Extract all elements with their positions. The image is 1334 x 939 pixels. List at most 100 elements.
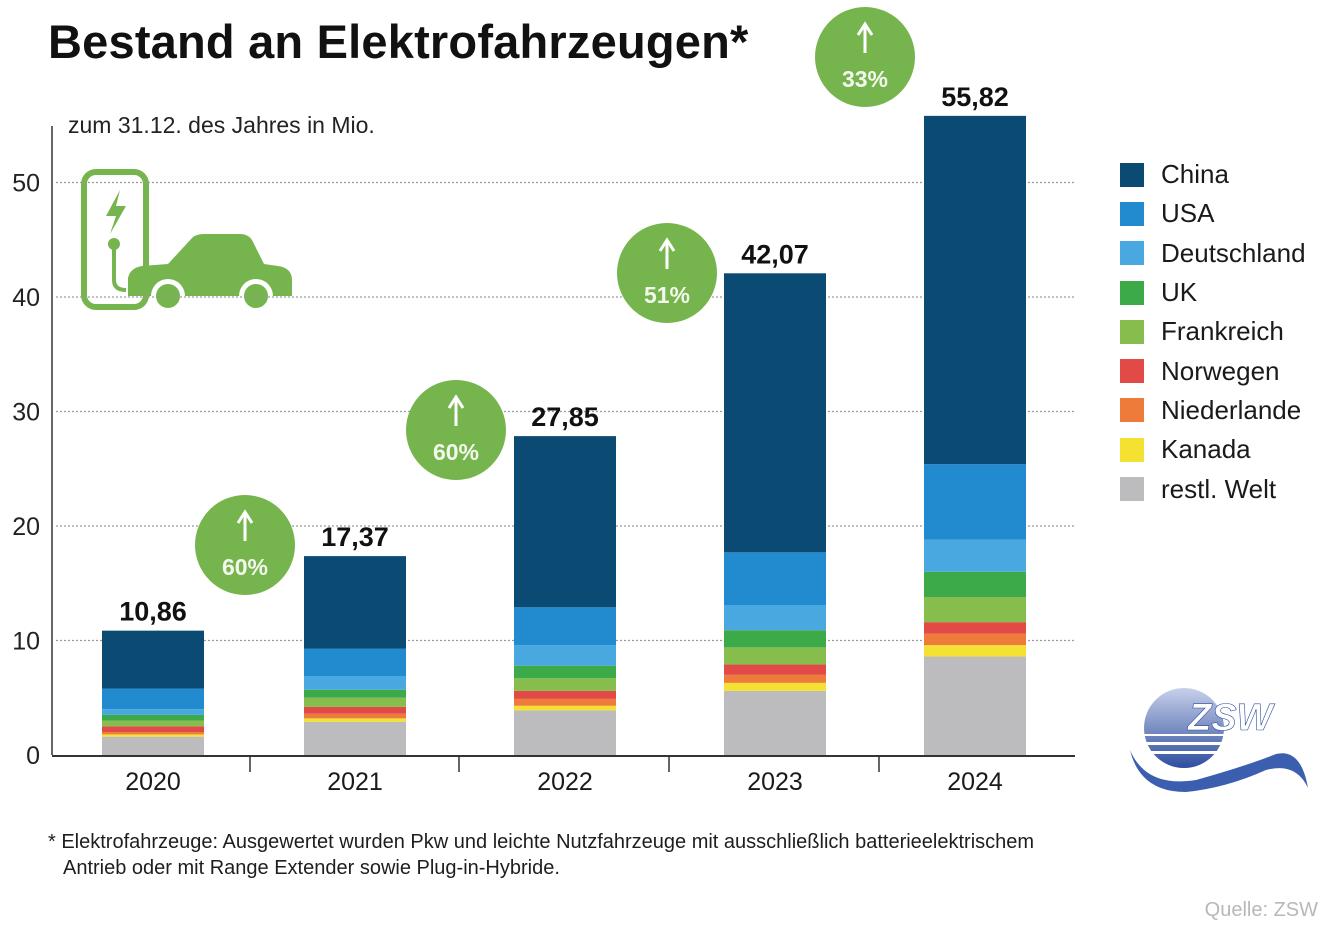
legend-swatch <box>1120 437 1144 462</box>
bar-segment-uk-2021 <box>304 689 406 698</box>
legend-swatch <box>1120 319 1144 344</box>
y-tick-label: 10 <box>12 628 40 656</box>
legend-label: Norwegen <box>1161 355 1280 386</box>
arrow-head <box>658 237 676 252</box>
x-axis: 2020 2021 2022 2023 2024 <box>52 755 1075 796</box>
bar-segment-uk-2023 <box>724 630 826 648</box>
footnote-line-1: * Elektrofahrzeuge: Ausgewertet wurden P… <box>48 831 1035 853</box>
bar-segment-deutschland-2023 <box>724 605 826 631</box>
bar-segment-norwegen-2022 <box>514 690 616 699</box>
legend-swatch <box>1120 477 1144 502</box>
bar-segment-restl-welt-2022 <box>514 710 616 755</box>
y-tick-label: 50 <box>12 170 40 198</box>
arrow-up-icon <box>447 394 465 426</box>
arrow-up-icon <box>236 509 254 541</box>
legend-item-frankreich: Frankreich <box>1120 312 1306 351</box>
bar-segment-norwegen-2023 <box>724 664 826 675</box>
bar-segment-usa-2022 <box>514 607 616 646</box>
legend-label: restl. Welt <box>1161 473 1277 504</box>
legend-label: USA <box>1161 198 1215 229</box>
legend-swatch <box>1120 280 1144 305</box>
legend-swatch <box>1120 398 1144 423</box>
bar-segment-china-2020 <box>102 630 204 689</box>
legend-swatch <box>1120 241 1144 266</box>
y-tick-label: 20 <box>12 513 40 541</box>
bar-segment-usa-2021 <box>304 648 406 676</box>
bar-segment-frankreich-2020 <box>102 720 204 727</box>
bar-segment-restl-welt-2024 <box>924 656 1026 755</box>
bar-segment-usa-2023 <box>724 552 826 606</box>
arrow-head <box>236 509 254 524</box>
y-tick-label: 40 <box>12 284 40 312</box>
growth-badge-2023: 51% <box>617 223 717 323</box>
bar-segment-deutschland-2020 <box>102 709 204 715</box>
ev-charging-car-icon <box>81 169 292 313</box>
arrow-head <box>856 21 874 36</box>
total-label: 27,85 <box>531 402 599 432</box>
bar-segment-kanada-2023 <box>724 682 826 691</box>
x-tick-label: 2024 <box>947 768 1003 796</box>
bar-segment-restl-welt-2020 <box>102 736 204 755</box>
y-tick-label: 0 <box>26 742 40 770</box>
legend-label: Deutschland <box>1161 237 1306 268</box>
bar-segment-norwegen-2024 <box>924 622 1026 634</box>
bar-segment-norwegen-2021 <box>304 706 406 714</box>
growth-badges: 60% 60% 51% 33% <box>195 7 915 595</box>
legend-item-kanada: Kanada <box>1120 430 1306 469</box>
bar-segment-frankreich-2022 <box>514 678 616 691</box>
total-label: 10,86 <box>119 597 187 627</box>
legend-item-norwegen: Norwegen <box>1120 351 1306 390</box>
legend-swatch <box>1120 162 1144 187</box>
chart-title: Bestand an Elektrofahrzeugen* <box>48 15 749 68</box>
badge-label: 51% <box>644 282 690 308</box>
bar-segment-restl-welt-2023 <box>724 690 826 755</box>
legend-item-usa: USA <box>1120 194 1306 233</box>
bar-segment-china-2024 <box>924 115 1026 465</box>
legend-label: Kanada <box>1161 434 1251 465</box>
bar-segment-kanada-2020 <box>102 734 204 737</box>
x-tick-label: 2022 <box>537 768 593 796</box>
bar-segment-china-2022 <box>514 436 616 608</box>
footnote: * Elektrofahrzeuge: Ausgewertet wurden P… <box>48 829 1034 881</box>
bar-segment-niederlande-2023 <box>724 674 826 683</box>
bar-segment-usa-2024 <box>924 464 1026 540</box>
legend-swatch <box>1120 201 1144 226</box>
y-axis: 0 10 20 30 40 50 <box>12 126 53 770</box>
total-label: 42,07 <box>741 239 809 269</box>
bar-segment-frankreich-2023 <box>724 647 826 665</box>
bar-segment-deutschland-2024 <box>924 539 1026 572</box>
total-label: 55,82 <box>941 82 1009 112</box>
legend-item-restl-welt: restl. Welt <box>1120 469 1306 508</box>
bar-segment-kanada-2024 <box>924 645 1026 657</box>
bar-segment-niederlande-2024 <box>924 633 1026 646</box>
legend-item-niederlande: Niederlande <box>1120 391 1306 430</box>
bar-segment-norwegen-2020 <box>102 726 204 733</box>
source-label: Quelle: ZSW <box>1204 899 1318 921</box>
bar-segment-restl-welt-2021 <box>304 721 406 755</box>
x-tick-label: 2021 <box>327 768 383 796</box>
bar-segment-kanada-2022 <box>514 705 616 711</box>
zsw-logo-icon: ZSW <box>1130 688 1308 792</box>
bar-segment-deutschland-2021 <box>304 675 406 690</box>
legend-label: UK <box>1161 277 1198 308</box>
legend-swatch <box>1120 359 1144 384</box>
bar-segment-niederlande-2021 <box>304 713 406 719</box>
logo-text: ZSW <box>1187 697 1276 739</box>
bar-segment-uk-2024 <box>924 571 1026 597</box>
badge-circle <box>406 380 506 480</box>
chart-subtitle: zum 31.12. des Jahres in Mio. <box>68 112 375 138</box>
bar-segment-china-2023 <box>724 273 826 553</box>
badge-label: 60% <box>222 554 268 580</box>
bar-segment-usa-2020 <box>102 688 204 710</box>
bar-segment-uk-2022 <box>514 665 616 679</box>
legend: China USA Deutschland UK Frankreich Norwegen N… <box>1120 155 1306 509</box>
arrow-up-icon <box>856 21 874 53</box>
badge-circle <box>195 495 295 595</box>
bar-segment-niederlande-2022 <box>514 698 616 706</box>
badge-circle <box>617 223 717 323</box>
bar-segment-niederlande-2020 <box>102 732 204 735</box>
total-labels: 10,86 17,37 27,85 42,07 55,82 <box>119 82 1009 627</box>
legend-label: China <box>1161 159 1229 190</box>
bar-segment-frankreich-2021 <box>304 697 406 707</box>
y-tick-label: 30 <box>12 399 40 427</box>
